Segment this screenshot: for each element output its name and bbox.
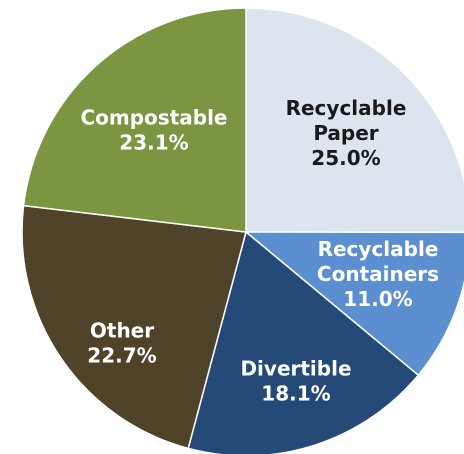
slice-label-line: Other <box>90 318 154 342</box>
slice-label-line: Compostable <box>80 105 227 129</box>
slice-label-line: Divertible <box>240 356 351 380</box>
slice-label-recyclable-containers: Recyclable Containers 11.0% <box>317 237 439 311</box>
pie-slice-other <box>21 204 247 450</box>
slice-label-line: Containers <box>317 262 439 286</box>
slice-label-compostable: Compostable 23.1% <box>80 105 227 154</box>
slice-label-line: Recyclable <box>286 96 407 120</box>
slice-label-other: Other 22.7% <box>87 318 156 367</box>
pie-slice-recyclable-paper <box>245 7 464 234</box>
slice-label-line: Paper <box>313 121 378 145</box>
slice-label-line: 22.7% <box>87 343 156 367</box>
pie-slice-recyclable-containers <box>243 231 464 377</box>
slice-label-divertible: Divertible 18.1% <box>240 356 351 405</box>
slice-label-line: 18.1% <box>261 381 330 405</box>
slice-label-line: 23.1% <box>119 130 188 154</box>
slice-label-line: Recyclable <box>318 237 439 261</box>
slice-label-line: 11.0% <box>343 287 412 311</box>
pie-slice-compostable <box>22 7 247 233</box>
slice-label-line: 25.0% <box>311 146 380 170</box>
slice-label-recyclable-paper: Recyclable Paper 25.0% <box>286 96 407 170</box>
